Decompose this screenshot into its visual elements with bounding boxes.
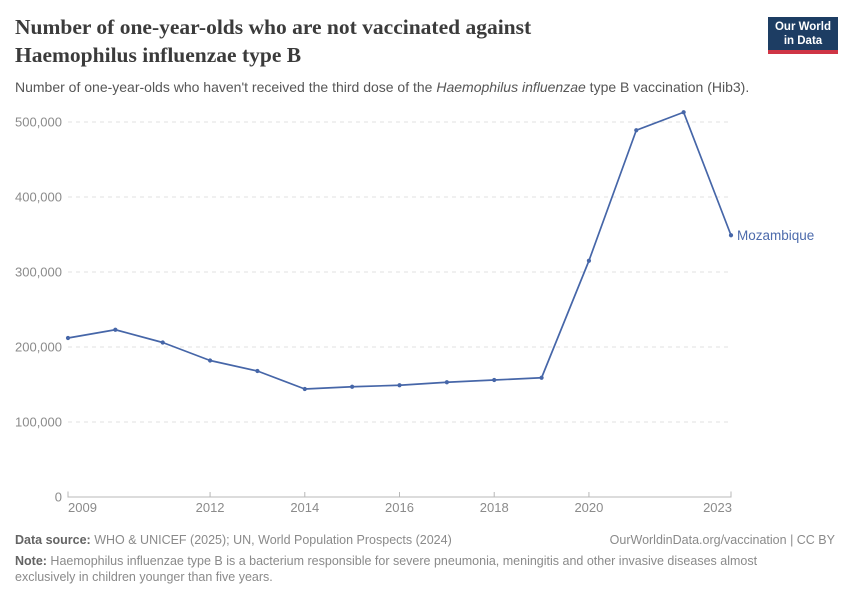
page-title: Number of one-year-olds who are not vacc… bbox=[15, 13, 760, 69]
owid-logo-line1: Our World bbox=[774, 21, 831, 33]
x-axis-tick-label: 2023 bbox=[703, 500, 732, 515]
note-line: Note: Haemophilus influenzae type B is a… bbox=[15, 553, 787, 585]
data-point[interactable] bbox=[207, 358, 213, 363]
line-chart-canvas[interactable]: 0 100,000 200,000 300,000 400,000 500,000 2009… bbox=[0, 0, 850, 525]
note-label: Note: bbox=[15, 554, 47, 568]
subtitle-italic-text: Haemophilus influenzae bbox=[436, 79, 586, 95]
data-source-line: Data source: WHO & UNICEF (2025); UN, Wo… bbox=[15, 532, 452, 548]
note-text: Haemophilus influenzae type B is a bacte… bbox=[15, 554, 758, 584]
y-axis-tick-label: 200,000 bbox=[15, 340, 62, 355]
data-point[interactable] bbox=[302, 386, 307, 392]
x-axis-tick-label: 2020 bbox=[574, 500, 603, 515]
y-axis-tick-label: 300,000 bbox=[15, 265, 62, 280]
y-axis-tick-label: 500,000 bbox=[15, 115, 62, 130]
y-axis-tick-label: 400,000 bbox=[15, 190, 62, 205]
data-point[interactable] bbox=[65, 335, 71, 341]
title-line-2: Haemophilus influenzae type B bbox=[15, 43, 302, 67]
credit-link[interactable]: OurWorldinData.org/vaccination | CC BY bbox=[610, 532, 835, 548]
data-point[interactable] bbox=[160, 340, 165, 345]
chart-subtitle: Number of one-year-olds who haven't rece… bbox=[15, 78, 835, 96]
data-point[interactable] bbox=[397, 383, 402, 388]
data-point[interactable] bbox=[444, 380, 449, 385]
chart-header: Number of one-year-olds who are not vacc… bbox=[15, 13, 760, 69]
data-point[interactable] bbox=[634, 128, 639, 133]
owid-logo[interactable]: Our World in Data bbox=[768, 17, 838, 54]
x-axis-tick-label: 2014 bbox=[290, 500, 319, 515]
data-point[interactable] bbox=[492, 377, 497, 383]
data-point[interactable] bbox=[255, 368, 260, 374]
owid-logo-line2: in Data bbox=[783, 35, 823, 47]
x-axis-tick-label: 2012 bbox=[196, 500, 225, 515]
entity-label[interactable]: Mozambique bbox=[737, 228, 814, 243]
x-axis-tick-label: 2018 bbox=[480, 500, 509, 515]
data-point[interactable] bbox=[113, 327, 118, 332]
data-point[interactable] bbox=[681, 110, 686, 115]
y-axis-tick-label: 100,000 bbox=[15, 415, 62, 430]
x-axis-tick-label: 2009 bbox=[68, 500, 97, 515]
data-point[interactable] bbox=[586, 258, 592, 263]
subtitle-text: Number of one-year-olds who haven't rece… bbox=[15, 79, 437, 95]
data-point[interactable] bbox=[539, 375, 544, 380]
data-point[interactable] bbox=[728, 233, 734, 238]
subtitle-text-end: type B vaccination (Hib3). bbox=[585, 79, 750, 95]
data-source-text: WHO & UNICEF (2025); UN, World Populatio… bbox=[90, 533, 452, 547]
y-axis-tick-label: 0 bbox=[55, 490, 62, 505]
data-source-label: Data source: bbox=[15, 533, 91, 547]
chart-footer: Data source: WHO & UNICEF (2025); UN, Wo… bbox=[15, 532, 835, 585]
title-line-1: Number of one-year-olds who are not vacc… bbox=[15, 15, 532, 39]
credit-text: OurWorldinData.org/vaccination | CC BY bbox=[609, 533, 835, 547]
x-axis-tick-label: 2016 bbox=[385, 500, 414, 515]
data-point[interactable] bbox=[350, 384, 355, 389]
